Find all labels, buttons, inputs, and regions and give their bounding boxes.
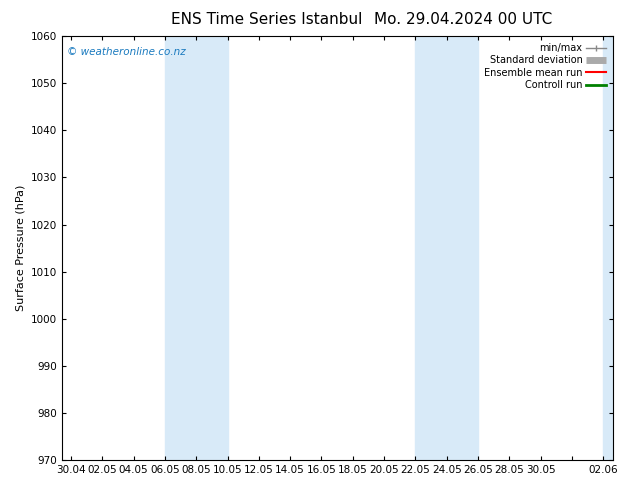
Text: ENS Time Series Istanbul: ENS Time Series Istanbul xyxy=(171,12,362,27)
Y-axis label: Surface Pressure (hPa): Surface Pressure (hPa) xyxy=(15,185,25,311)
Bar xyxy=(415,36,478,460)
Bar xyxy=(603,36,634,460)
Bar xyxy=(165,36,228,460)
Text: Mo. 29.04.2024 00 UTC: Mo. 29.04.2024 00 UTC xyxy=(373,12,552,27)
Legend: min/max, Standard deviation, Ensemble mean run, Controll run: min/max, Standard deviation, Ensemble me… xyxy=(482,41,608,92)
Text: © weatheronline.co.nz: © weatheronline.co.nz xyxy=(67,47,186,57)
